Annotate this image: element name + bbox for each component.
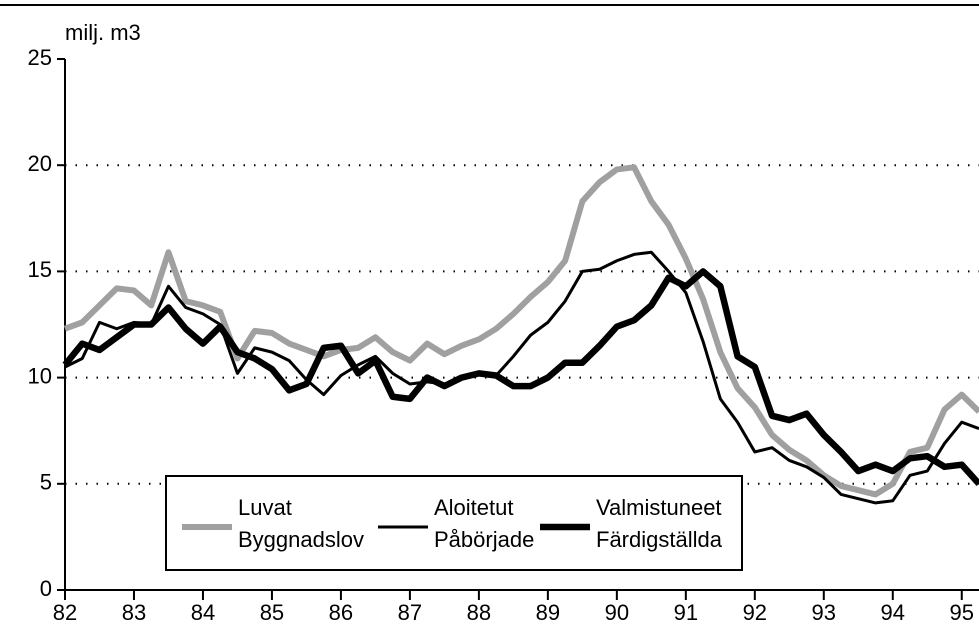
- y-tick-label: 20: [28, 151, 52, 176]
- x-tick-label: 83: [122, 600, 146, 625]
- legend-box: [165, 475, 743, 571]
- x-tick-label: 93: [812, 600, 836, 625]
- legend-label: Byggnadslov: [238, 527, 364, 552]
- series-line: [64, 250, 979, 505]
- x-tick-label: 86: [329, 600, 353, 625]
- series-line: [62, 268, 979, 486]
- legend-label: Valmistuneet: [596, 495, 722, 520]
- series-line: [63, 164, 979, 498]
- x-tick-label: 88: [467, 600, 491, 625]
- x-tick-label: 92: [743, 600, 767, 625]
- y-tick-label: 15: [28, 257, 52, 282]
- y-tick-label: 25: [28, 45, 52, 70]
- x-tick-label: 85: [260, 600, 284, 625]
- x-tick-label: 82: [53, 600, 77, 625]
- x-tick-label: 91: [674, 600, 698, 625]
- y-tick-label: 0: [40, 576, 52, 601]
- x-tick-label: 84: [191, 600, 215, 625]
- legend-label: Färdigställda: [596, 527, 723, 552]
- y-axis-label: milj. m3: [65, 20, 141, 45]
- x-tick-label: 95: [950, 600, 974, 625]
- x-tick-label: 94: [881, 600, 905, 625]
- legend-label: Luvat: [238, 495, 292, 520]
- legend-label: Påbörjade: [434, 527, 534, 552]
- x-tick-label: 90: [605, 600, 629, 625]
- x-tick-label: 87: [398, 600, 422, 625]
- x-tick-label: 89: [536, 600, 560, 625]
- legend-label: Aloitetut: [434, 495, 514, 520]
- y-tick-label: 10: [28, 363, 52, 388]
- y-tick-label: 5: [40, 470, 52, 495]
